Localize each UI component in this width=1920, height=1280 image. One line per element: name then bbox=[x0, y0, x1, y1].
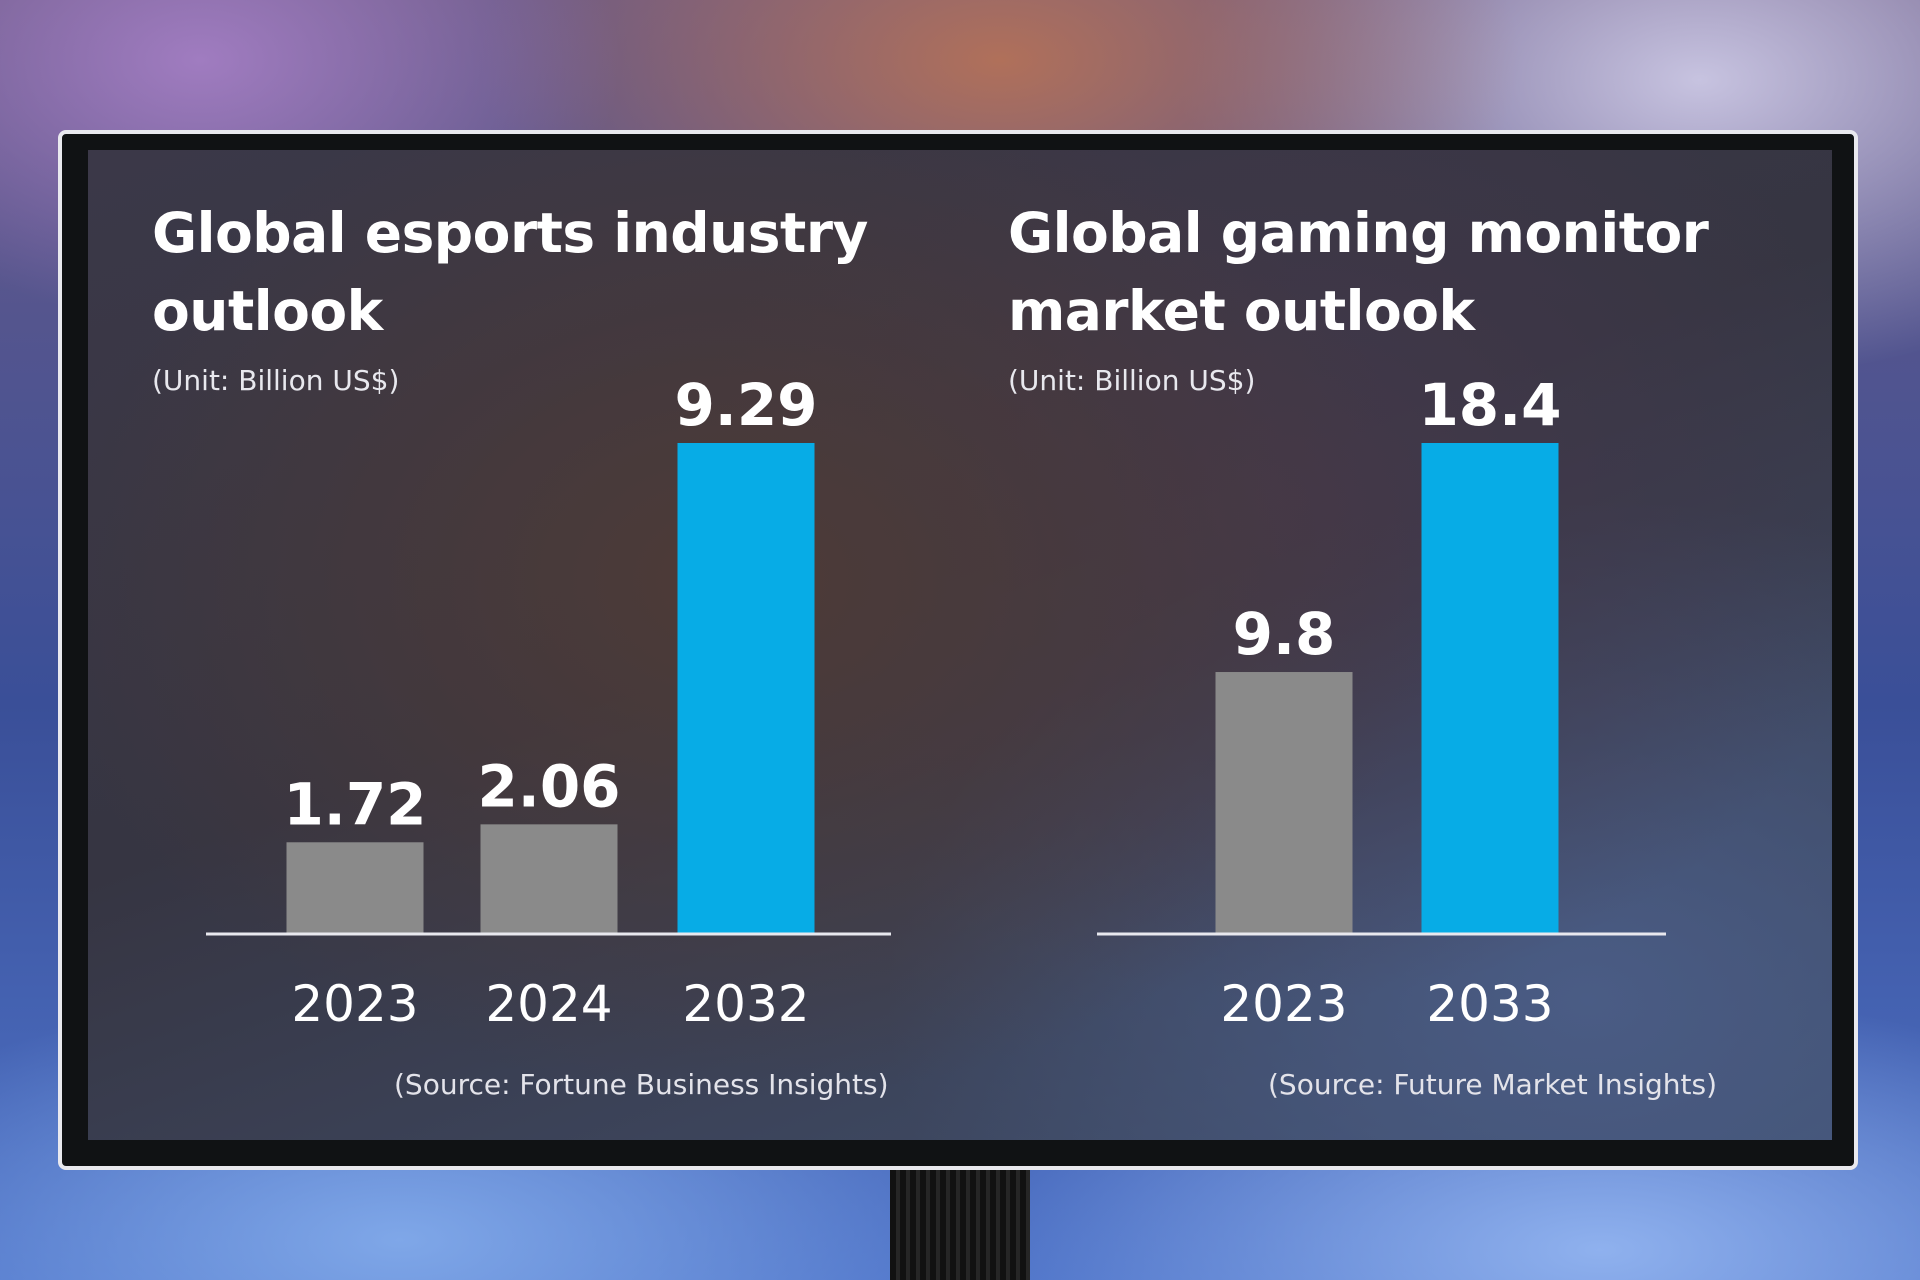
monitor-unit-label: (Unit: Billion US$) bbox=[1008, 364, 1256, 397]
monitor-category-label-2033: 2033 bbox=[1426, 975, 1553, 1033]
esports-chart-title: Global esports industry outlook bbox=[152, 194, 868, 350]
monitor-title-line-1: Global gaming monitor bbox=[1008, 201, 1709, 265]
esports-category-label-2032: 2032 bbox=[682, 975, 809, 1033]
monitor-value-label-2023: 9.8 bbox=[1233, 600, 1336, 668]
monitor-value-label-2033: 18.4 bbox=[1418, 371, 1561, 439]
esports-value-label-2032: 9.29 bbox=[674, 371, 817, 439]
monitor-category-label-2023: 2023 bbox=[1220, 975, 1347, 1033]
esports-source: (Source: Fortune Business Insights) bbox=[394, 1068, 889, 1101]
monitor-chart-title: Global gaming monitor market outlook bbox=[1008, 194, 1709, 350]
monitor-screen: Global esports industry outlook (Unit: B… bbox=[88, 150, 1832, 1140]
esports-category-label-2023: 2023 bbox=[291, 975, 418, 1033]
esports-value-label-2024: 2.06 bbox=[477, 752, 620, 820]
monitor-stand bbox=[890, 1170, 1030, 1280]
monitor-bar-chart: 9.8 2023 18.4 2033 bbox=[1097, 371, 1666, 1033]
esports-category-label-2024: 2024 bbox=[485, 975, 612, 1033]
esports-bar-chart: 1.72 2023 2.06 2024 9.29 2032 bbox=[206, 371, 891, 1033]
esports-bar-2024 bbox=[480, 824, 618, 933]
esports-value-label-2023: 1.72 bbox=[283, 770, 426, 838]
esports-bar-2032 bbox=[677, 443, 815, 933]
esports-title-line-2: outlook bbox=[152, 279, 383, 343]
monitor-source: (Source: Future Market Insights) bbox=[1268, 1068, 1718, 1101]
esports-bar-2023 bbox=[286, 842, 424, 933]
esports-unit-label: (Unit: Billion US$) bbox=[152, 364, 400, 397]
monitor-bar-2023 bbox=[1215, 672, 1353, 933]
monitor-bar-2033 bbox=[1421, 443, 1559, 933]
monitor-title-line-2: market outlook bbox=[1008, 279, 1475, 343]
esports-title-line-1: Global esports industry bbox=[152, 201, 868, 265]
